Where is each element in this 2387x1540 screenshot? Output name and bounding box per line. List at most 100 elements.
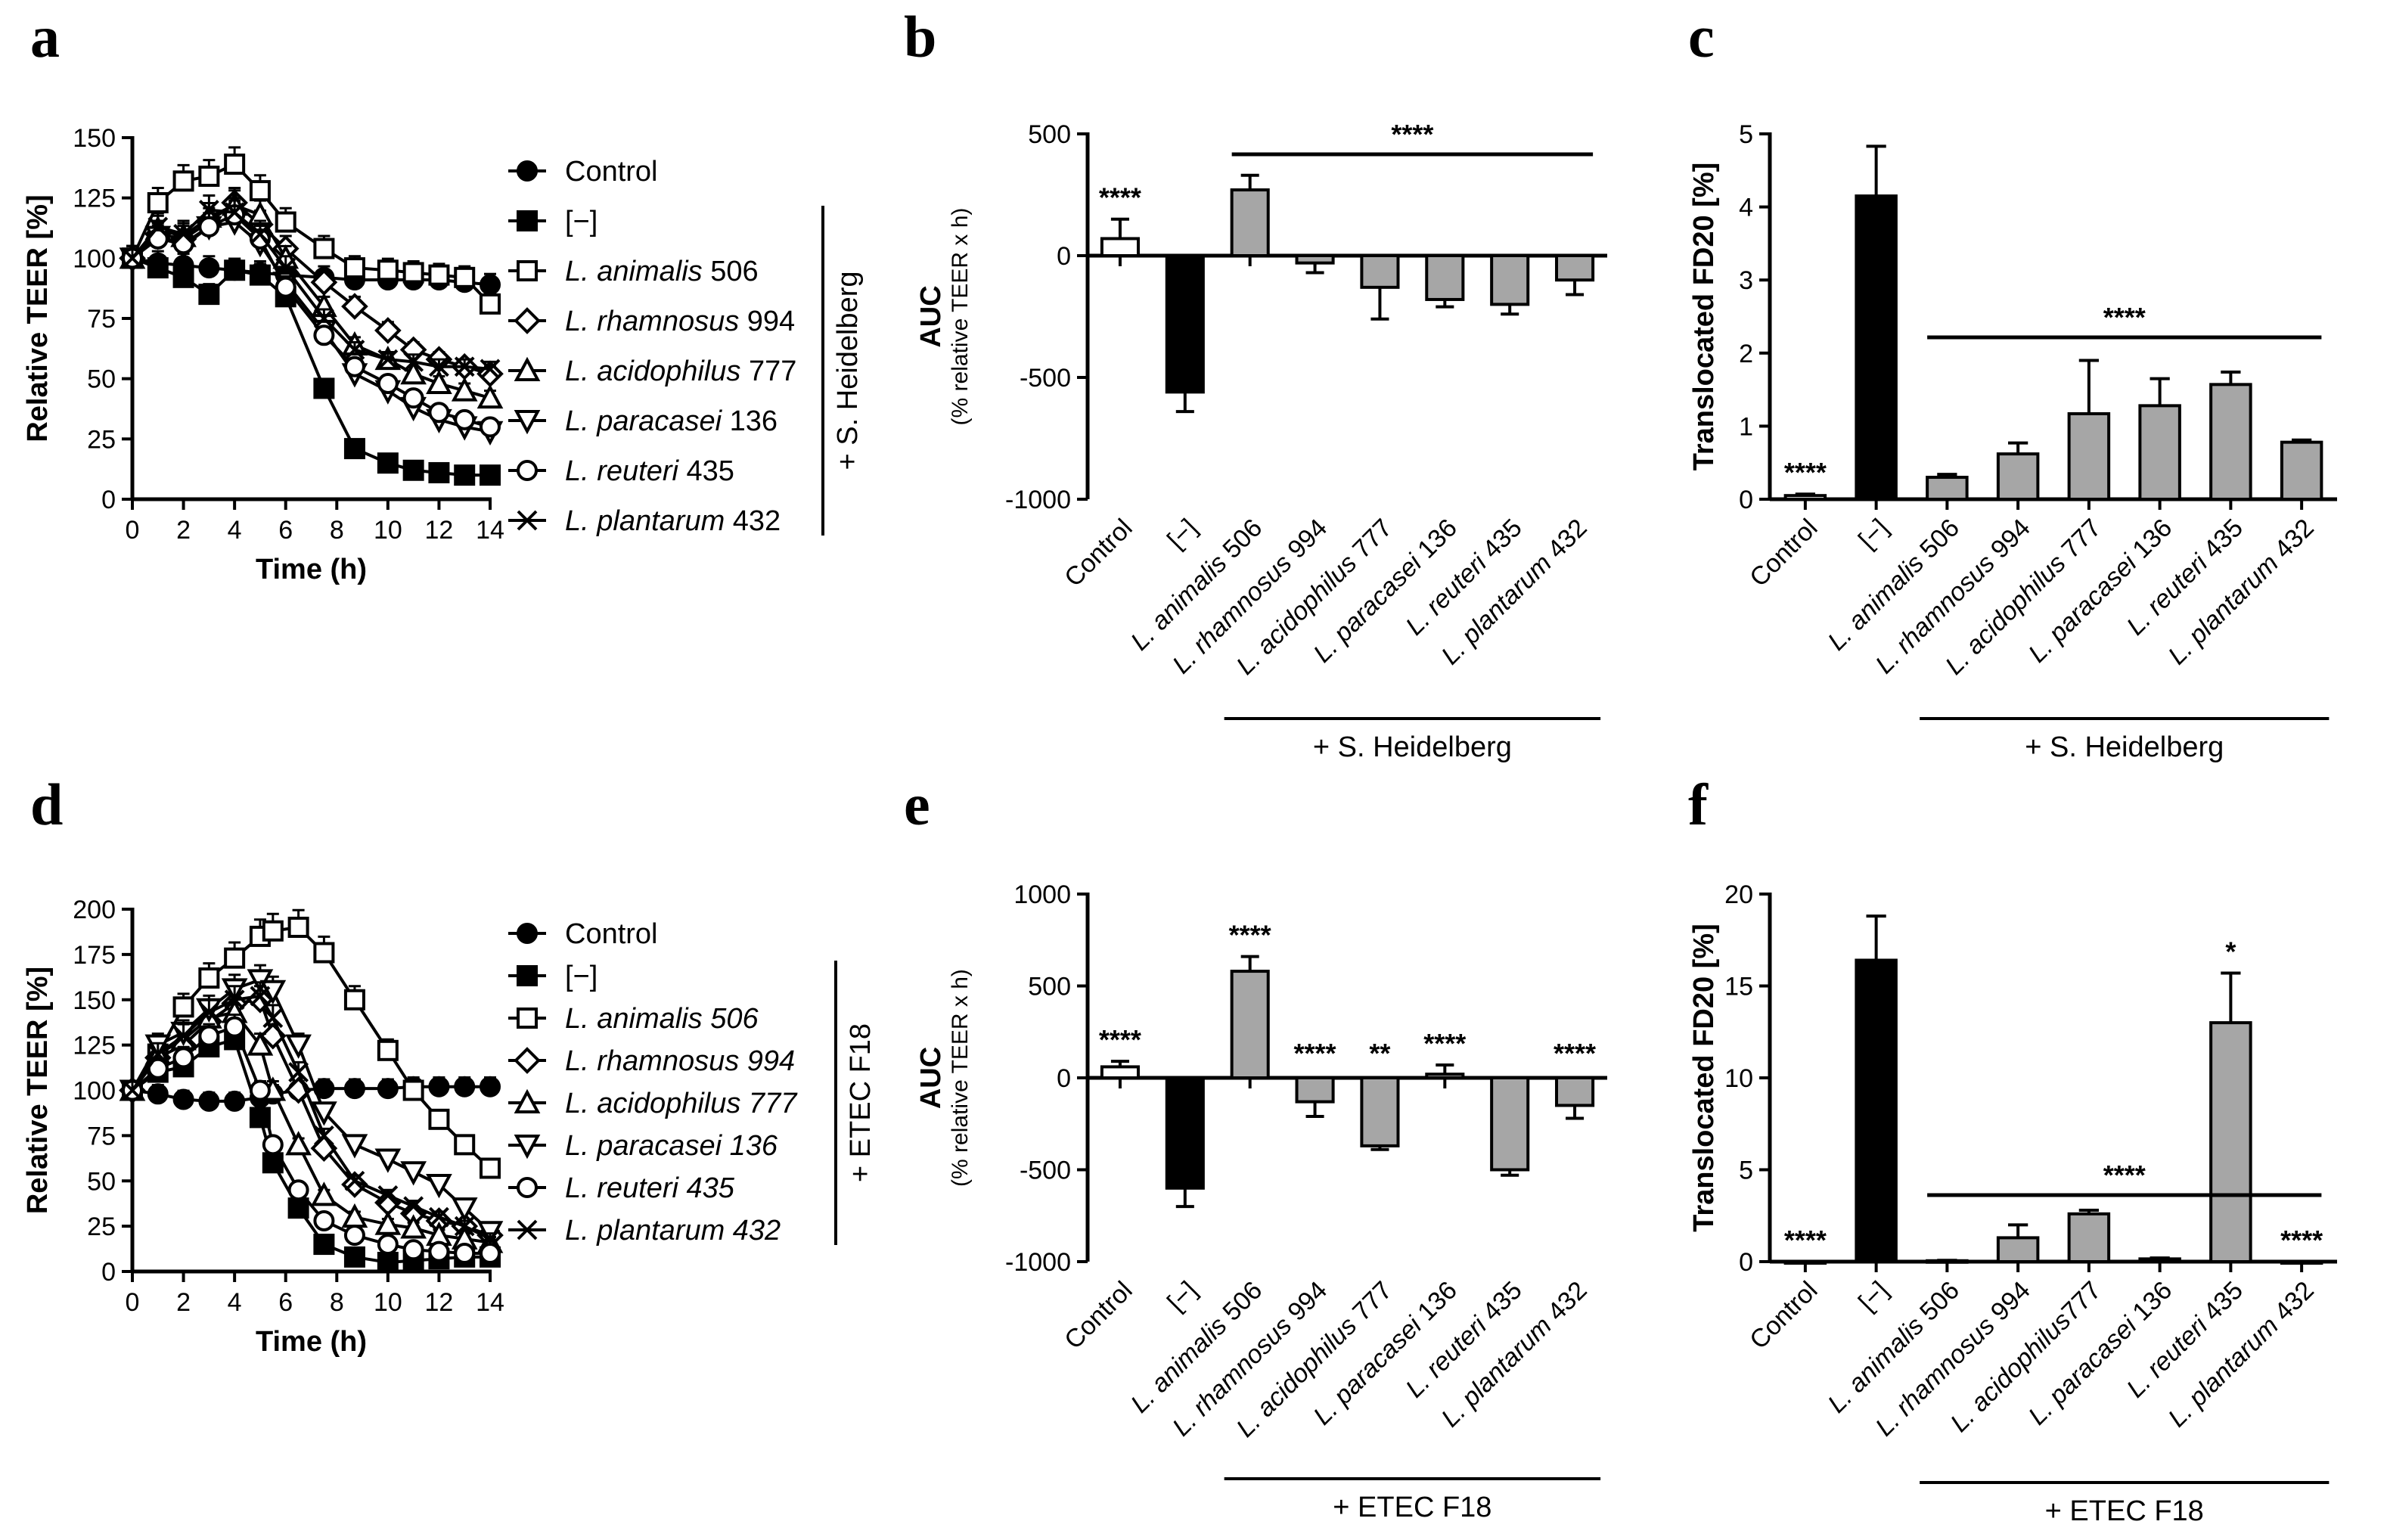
- data-point-stroke2: [454, 1216, 475, 1237]
- legend-marker: [514, 1047, 541, 1074]
- significance-label: ****: [1784, 457, 1827, 488]
- data-point-shape: [454, 464, 476, 486]
- x-tick-label: 12: [425, 1288, 454, 1317]
- data-point: [198, 216, 220, 238]
- data-point-shape: [454, 408, 476, 430]
- data-point-stroke2: [250, 986, 271, 1007]
- legend-marker-shape: [517, 965, 538, 986]
- category-label: [−]: [1162, 514, 1203, 554]
- data-point: [402, 387, 424, 409]
- legend-marker: [514, 1088, 541, 1113]
- y-tick-label: 150: [73, 986, 116, 1015]
- bar: [2138, 404, 2181, 501]
- y-tick-label: 5: [1739, 120, 1753, 149]
- data-point: [198, 257, 220, 279]
- legend: Control [−] L. animalis 506 L. rhamnosus 99…: [508, 918, 798, 1247]
- data-point: [198, 1002, 219, 1023]
- group-label: + S. Heidelberg: [832, 272, 864, 470]
- data-point-shape: [287, 916, 309, 938]
- data-point: [403, 351, 424, 372]
- legend-marker: [517, 965, 538, 986]
- category-label-text: Control: [1059, 514, 1138, 592]
- data-point: [313, 238, 335, 259]
- data-point: [400, 1214, 427, 1239]
- legend-marker-shape: [517, 923, 538, 944]
- data-point-shape: [402, 459, 424, 481]
- category-label: [−]: [1162, 1276, 1203, 1317]
- category-label-text: [−]: [1853, 1276, 1894, 1317]
- category-label: [−]: [1853, 514, 1894, 554]
- legend-label-italic: L. rhamnosus: [565, 306, 739, 337]
- data-point-stroke2: [403, 1196, 424, 1217]
- data-point-shape: [313, 377, 335, 399]
- data-point: [344, 1170, 365, 1191]
- y-tick-label: 25: [87, 1212, 116, 1241]
- chart-d: 0 25 50 75 100 125 150 175 200 0 2 4 6 8 10 12 14 Time (h…: [22, 896, 877, 1358]
- group-label: + ETEC F18: [1333, 1492, 1491, 1523]
- data-point-shape: [275, 211, 296, 233]
- data-point-shape: [198, 1025, 220, 1047]
- data-point-shape: [341, 1171, 368, 1198]
- data-point-shape: [480, 1243, 501, 1265]
- data-point: [451, 1197, 478, 1222]
- data-point: [377, 1184, 399, 1206]
- series-6: [122, 1014, 501, 1265]
- y-tick-label: 150: [73, 124, 116, 153]
- data-point-stroke2: [288, 1062, 309, 1082]
- legend-marker: [517, 210, 538, 231]
- bar: [1555, 254, 1595, 282]
- y-tick-label: 500: [1028, 973, 1071, 1001]
- data-point: [400, 360, 427, 385]
- data-point: [224, 1016, 246, 1038]
- y-tick-label: 0: [1739, 486, 1753, 514]
- data-point: [377, 259, 399, 281]
- data-point: [198, 200, 219, 221]
- category-label: Control: [1059, 514, 1138, 592]
- data-point-shape: [249, 180, 271, 202]
- data-point-shape: [426, 1174, 452, 1199]
- significance-label: **: [1369, 1038, 1390, 1069]
- data-point-shape: [402, 262, 424, 284]
- y-tick-label: -1000: [1005, 486, 1071, 514]
- data-point-shape: [377, 1078, 399, 1100]
- legend-marker: [517, 260, 538, 281]
- data-point-shape: [147, 257, 169, 279]
- category-label-text: [−]: [1853, 514, 1894, 554]
- data-point: [454, 1216, 475, 1237]
- data-point: [313, 324, 335, 346]
- data-point-shape: [172, 996, 194, 1018]
- data-point-shape: [374, 317, 402, 344]
- data-point: [480, 416, 501, 438]
- data-point-shape: [476, 383, 504, 409]
- bar: [1100, 237, 1140, 257]
- category-label-text: Control: [1059, 1276, 1138, 1355]
- significance-label: ****: [2280, 1225, 2323, 1256]
- data-point-shape: [480, 274, 501, 296]
- data-point: [172, 266, 194, 288]
- legend-label-italic: L. acidophilus 777: [565, 1088, 798, 1119]
- data-point: [428, 402, 450, 424]
- y-tick-label: 75: [87, 305, 116, 334]
- data-point: [311, 1181, 337, 1206]
- y-tick-label: 100: [73, 1077, 116, 1106]
- data-point-shape: [198, 216, 220, 238]
- panel-letter-d: d: [30, 772, 63, 837]
- data-point-shape: [402, 1079, 424, 1101]
- data-point-shape: [224, 947, 246, 969]
- y-tick-label: 1000: [1013, 880, 1071, 909]
- bar: [1360, 1076, 1400, 1147]
- data-point-shape: [343, 1225, 365, 1247]
- panel-letter-f: f: [1688, 772, 1709, 837]
- bar: [1783, 1260, 1827, 1265]
- data-point-shape: [198, 967, 220, 989]
- data-point-shape: [275, 276, 296, 298]
- data-point: [377, 452, 399, 474]
- data-point: [250, 224, 271, 244]
- data-point: [400, 1161, 427, 1186]
- data-point-shape: [480, 1157, 501, 1179]
- data-point: [454, 356, 475, 377]
- data-point-shape: [172, 1047, 194, 1069]
- data-point-shape: [343, 989, 365, 1011]
